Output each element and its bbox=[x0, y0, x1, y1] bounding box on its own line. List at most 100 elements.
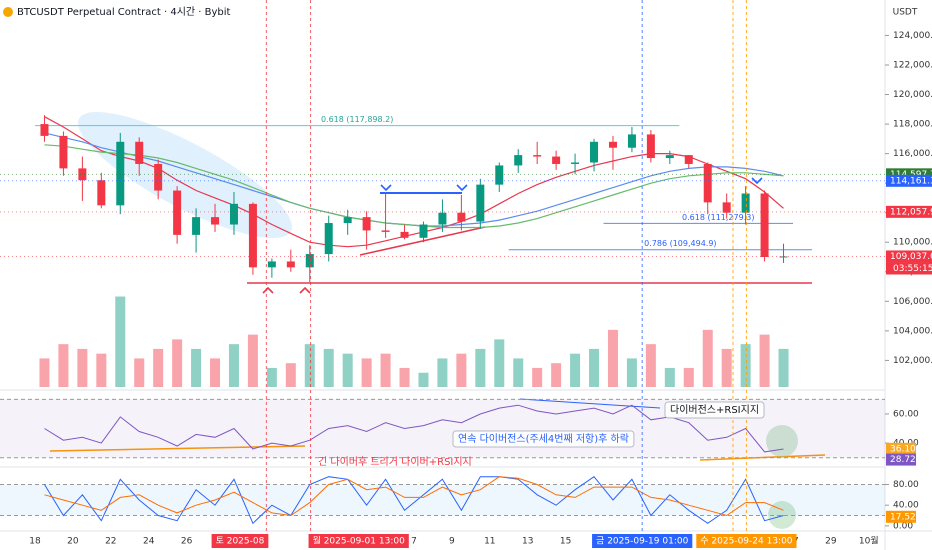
time-badge-label: 수 2025-09-24 13:00 bbox=[700, 536, 793, 547]
volume-bar bbox=[228, 344, 239, 387]
time-badge: 토 2025-08 bbox=[211, 534, 269, 548]
price-badge-label: 112,057.9 bbox=[890, 207, 932, 217]
fib-label: 0.618 (117,898.2) bbox=[321, 115, 393, 124]
volume-bar bbox=[513, 358, 524, 387]
y-tick-label: 0.00 bbox=[893, 521, 913, 531]
y-tick-label: 60.00 bbox=[893, 409, 919, 419]
fib-label: 0.618 (111,279.3) bbox=[682, 213, 754, 222]
candle-body bbox=[438, 212, 447, 225]
rsi-trend-line bbox=[519, 398, 661, 409]
x-tick-label: 24 bbox=[143, 537, 155, 547]
annotation: 긴 다이버후 트리거 다이버+RSI지지 bbox=[318, 456, 472, 468]
candle-body bbox=[571, 162, 580, 164]
fib-label: 0.786 (109,494.9) bbox=[644, 239, 716, 248]
volume-bar bbox=[551, 363, 562, 387]
volume-bar bbox=[361, 358, 372, 387]
annotation-box bbox=[664, 401, 765, 419]
candle-body bbox=[59, 135, 68, 169]
volume-bar bbox=[115, 296, 126, 387]
stoch-k bbox=[44, 476, 784, 525]
highlight-zone bbox=[77, 111, 293, 239]
annotation-box bbox=[452, 430, 635, 448]
stoch-band bbox=[0, 484, 885, 516]
price-badge bbox=[886, 250, 932, 263]
annotation: 다이버전스+RSI지지 bbox=[670, 404, 759, 416]
candle-body bbox=[173, 190, 182, 235]
x-tick-label: 29 bbox=[825, 537, 837, 547]
y-tick-label: 120,000.0 bbox=[893, 90, 932, 100]
candle-body bbox=[703, 163, 712, 203]
volume-bar bbox=[153, 348, 164, 387]
time-badge-bg bbox=[308, 534, 409, 548]
volume-bar bbox=[39, 358, 50, 387]
volume-bar bbox=[418, 372, 429, 387]
top-markers bbox=[380, 177, 763, 192]
volume-bar bbox=[437, 358, 448, 387]
candle-body bbox=[627, 134, 636, 148]
annotation: 연속 다이버전스(주세4번째 저항)후 하락 bbox=[458, 432, 629, 445]
x-tick-label: 18 bbox=[29, 537, 41, 547]
x-tick-label: 15 bbox=[560, 537, 571, 547]
time-badge-label: 금 2025-09-19 01:00 bbox=[596, 536, 689, 547]
y-tick-label: 116,000.0 bbox=[893, 149, 932, 159]
y-tick-label: 110,000.0 bbox=[893, 238, 932, 248]
volume-bar bbox=[399, 367, 410, 387]
price-badge-label: 109,037.0 bbox=[890, 252, 932, 262]
candle-body bbox=[78, 168, 87, 181]
time-badge-label: 토 2025-08 bbox=[216, 537, 265, 547]
candle-body bbox=[419, 224, 428, 238]
volume-bar bbox=[96, 353, 107, 387]
x-tick-label: 11 bbox=[484, 537, 495, 547]
candle-body bbox=[229, 203, 238, 225]
volume-bar bbox=[304, 344, 315, 387]
x-tick-label: 9 bbox=[449, 537, 455, 547]
countdown: 03:55:15 bbox=[893, 264, 932, 274]
moving-average bbox=[44, 116, 784, 248]
price-badge bbox=[886, 205, 932, 218]
volume-bar bbox=[645, 344, 656, 387]
rsi-trend-line bbox=[49, 445, 306, 452]
volume-bar bbox=[759, 334, 770, 387]
time-badge-bg bbox=[696, 534, 797, 548]
candle-body bbox=[646, 134, 655, 159]
y-tick-label: 106,000.0 bbox=[893, 297, 932, 307]
volume-bar bbox=[740, 344, 751, 387]
candle-body bbox=[267, 261, 276, 268]
volume-bar bbox=[494, 339, 505, 387]
indicator-badge-label: 36.10 bbox=[890, 444, 916, 454]
volume-bar bbox=[456, 353, 467, 387]
rsi-trend-line bbox=[699, 454, 826, 461]
time-badge: 수 2025-09-24 13:00 bbox=[696, 534, 797, 548]
volume-bar bbox=[191, 348, 202, 387]
x-tick-label: 10월 bbox=[859, 535, 879, 547]
indicator-badge bbox=[886, 442, 916, 455]
chart-title: BTCUSDT Perpetual Contract · 4시간 · Bybit bbox=[17, 6, 231, 18]
volume-bar bbox=[702, 329, 713, 387]
candle-body bbox=[760, 193, 769, 258]
candle-body bbox=[684, 155, 693, 164]
candle-body bbox=[741, 193, 750, 213]
candle-body bbox=[286, 261, 295, 268]
x-tick-label: 13 bbox=[522, 537, 533, 547]
x-tick-label: 7 bbox=[411, 537, 417, 547]
candle-body bbox=[608, 141, 617, 148]
candle-body bbox=[476, 184, 485, 222]
volume-bar bbox=[589, 348, 600, 387]
volume-bar bbox=[172, 339, 183, 387]
volume-bar bbox=[683, 367, 694, 387]
currency: USDT bbox=[893, 8, 918, 18]
candle-body bbox=[154, 163, 163, 191]
volume-bar bbox=[58, 344, 69, 387]
candle-body bbox=[514, 155, 523, 166]
candle-body bbox=[552, 156, 561, 164]
candle-body bbox=[495, 165, 504, 185]
stoch-highlight bbox=[768, 501, 796, 529]
x-tick-label: 26 bbox=[181, 537, 193, 547]
indicator-badge-label: 17.52 bbox=[890, 512, 916, 522]
stoch-d bbox=[44, 476, 784, 517]
y-tick-label: 40.00 bbox=[893, 501, 919, 511]
bottom-markers bbox=[262, 286, 311, 294]
candle-body bbox=[192, 217, 201, 235]
